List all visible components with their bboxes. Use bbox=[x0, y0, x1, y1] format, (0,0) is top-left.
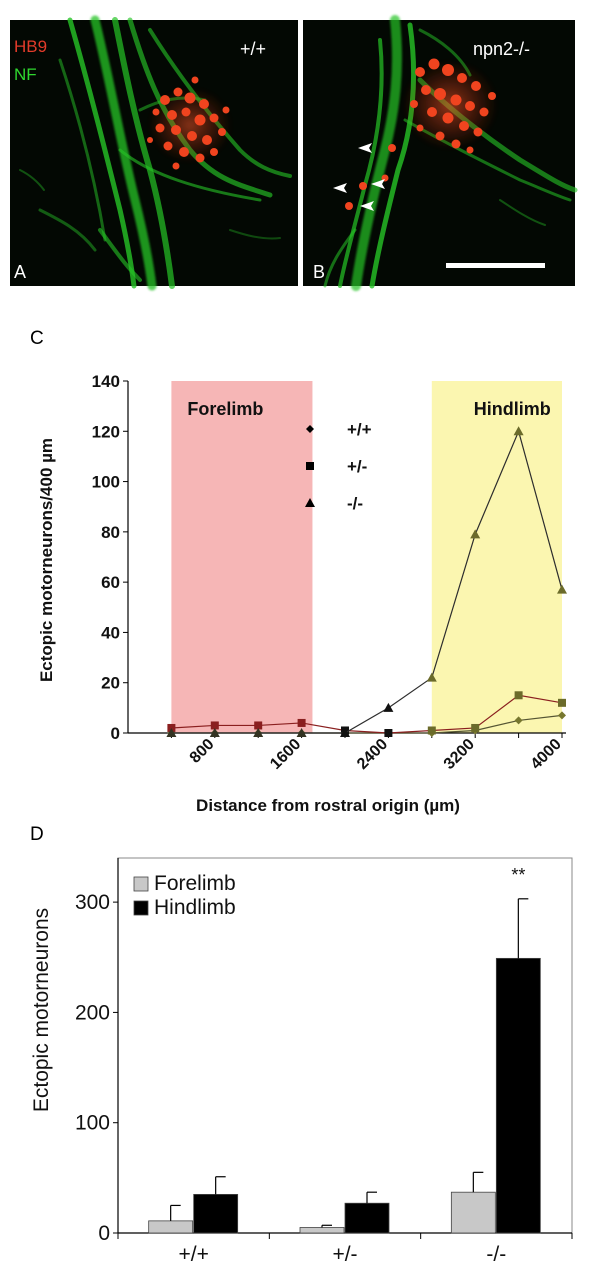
y-tick-label: 60 bbox=[101, 573, 120, 592]
data-point-triangle bbox=[513, 426, 524, 436]
data-point-triangle bbox=[166, 728, 177, 737]
legend-label-hindlimb: Hindlimb bbox=[154, 896, 236, 919]
y-tick-label: 100 bbox=[75, 1112, 110, 1135]
motorneuron-cells-b bbox=[345, 58, 498, 210]
x-tick-label: 1600 bbox=[267, 736, 304, 773]
series-line bbox=[171, 429, 563, 734]
data-point-triangle bbox=[470, 529, 481, 539]
legend-marker-square bbox=[306, 462, 314, 470]
genotype-label-b: npn2-/- bbox=[473, 39, 530, 59]
data-point-square bbox=[167, 723, 176, 732]
panel-letter-d: D bbox=[30, 824, 44, 845]
y-tick-label: 0 bbox=[111, 724, 120, 743]
panel-letter-b: B bbox=[313, 262, 325, 282]
data-point-square bbox=[384, 729, 393, 737]
y-tick-label: 120 bbox=[92, 422, 120, 441]
data-point-triangle bbox=[296, 728, 307, 737]
data-point-square bbox=[558, 698, 566, 707]
bar-forelimb bbox=[450, 1191, 496, 1234]
y-tick-label: 100 bbox=[92, 473, 120, 492]
data-point-square bbox=[471, 723, 480, 732]
y-tick-label: 200 bbox=[75, 1001, 110, 1024]
y-tick-label: 20 bbox=[101, 674, 120, 693]
chart-panel-c: C Forelimb Hindlimb 0 20 40 60 80 100 120 140 800… bbox=[30, 328, 567, 815]
significance-annotation: ** bbox=[511, 865, 525, 885]
micrograph-panel-b: npn2-/- B bbox=[303, 15, 578, 291]
arrowhead-4 bbox=[360, 201, 374, 211]
region-label-forelimb: Forelimb bbox=[187, 399, 263, 419]
legend-label: +/+ bbox=[347, 420, 372, 439]
x-tick-label: +/- bbox=[332, 1243, 357, 1266]
scale-bar bbox=[446, 263, 545, 268]
region-label-hindlimb: Hindlimb bbox=[474, 399, 551, 419]
arrowhead-3 bbox=[371, 179, 385, 189]
series-2 bbox=[166, 426, 567, 737]
chart-panel-d: D 0 100 200 300 +/+ +/- -/- ** ForelimbHindlim… bbox=[30, 824, 573, 1266]
arrowhead-1 bbox=[358, 143, 372, 153]
line-chart-legend: +/+ +/- -/- bbox=[305, 420, 372, 513]
y-tick-label: 0 bbox=[98, 1222, 110, 1245]
legend-marker-triangle bbox=[305, 498, 315, 507]
legend-label: -/- bbox=[347, 494, 363, 513]
data-point-triangle bbox=[426, 672, 437, 682]
arrowhead-2 bbox=[333, 183, 347, 193]
panel-letter-c: C bbox=[30, 328, 44, 349]
stain-label-hb9: HB9 bbox=[14, 37, 47, 56]
data-point-square bbox=[210, 721, 219, 730]
data-point-square bbox=[297, 718, 306, 727]
region-band-hindlimb bbox=[431, 381, 562, 733]
data-point-diamond bbox=[558, 711, 566, 720]
micrograph-a-background bbox=[10, 20, 298, 286]
region-bands: Forelimb Hindlimb bbox=[171, 381, 562, 733]
line-chart-ylabel: Ectopic motorneurons/400 µm bbox=[37, 438, 56, 682]
x-tick-label: 2400 bbox=[354, 736, 391, 773]
bar-forelimb bbox=[299, 1227, 345, 1234]
y-tick-label: 300 bbox=[75, 891, 110, 914]
data-point-triangle bbox=[340, 728, 350, 737]
panel-letter-a: A bbox=[14, 262, 26, 282]
bar-chart-bars: ** bbox=[148, 865, 541, 1234]
data-point-triangle bbox=[209, 728, 220, 737]
bar-forelimb bbox=[148, 1220, 194, 1234]
genotype-label-a: +/+ bbox=[240, 39, 266, 59]
x-tick-label: 800 bbox=[187, 736, 218, 767]
ectopic-cells-b bbox=[345, 144, 396, 210]
data-point-square bbox=[514, 691, 523, 700]
bar-hindlimb bbox=[495, 957, 541, 1234]
y-tick-label: 40 bbox=[101, 623, 120, 642]
x-tick-label: 3200 bbox=[441, 736, 478, 773]
series-line bbox=[171, 694, 563, 734]
data-point-diamond bbox=[514, 716, 523, 725]
region-band-forelimb bbox=[171, 381, 313, 733]
bar-chart-axes: 0 100 200 300 +/+ +/- -/- bbox=[75, 857, 573, 1266]
y-tick-label: 140 bbox=[92, 372, 120, 391]
bar-hindlimb bbox=[344, 1202, 390, 1234]
x-tick-label: -/- bbox=[486, 1243, 506, 1266]
legend-swatch-hindlimb bbox=[133, 900, 149, 916]
x-tick-label: 4000 bbox=[528, 736, 565, 773]
line-chart-xlabel: Distance from rostral origin (µm) bbox=[196, 796, 460, 815]
stain-label-nf: NF bbox=[14, 65, 37, 84]
legend-label: +/- bbox=[347, 457, 367, 476]
y-tick-label: 80 bbox=[101, 523, 120, 542]
legend-swatch-forelimb bbox=[133, 876, 149, 892]
bar-hindlimb bbox=[193, 1193, 239, 1234]
data-point-square bbox=[427, 726, 436, 735]
data-point-square bbox=[254, 721, 263, 730]
micrograph-panel-a: HB9 NF +/+ A bbox=[10, 15, 298, 291]
legend-marker-diamond bbox=[306, 425, 314, 433]
data-point-triangle bbox=[383, 702, 394, 712]
ectopic-arrowheads-b bbox=[333, 143, 385, 211]
bar-chart-ylabel: Ectopic motorneurons bbox=[30, 908, 53, 1112]
line-chart-series bbox=[166, 426, 567, 737]
data-point-triangle bbox=[557, 584, 567, 594]
motorneuron-cells-a bbox=[147, 76, 232, 170]
x-tick-label: +/+ bbox=[178, 1243, 208, 1266]
data-point-triangle bbox=[253, 728, 264, 737]
legend-label-forelimb: Forelimb bbox=[154, 872, 236, 895]
